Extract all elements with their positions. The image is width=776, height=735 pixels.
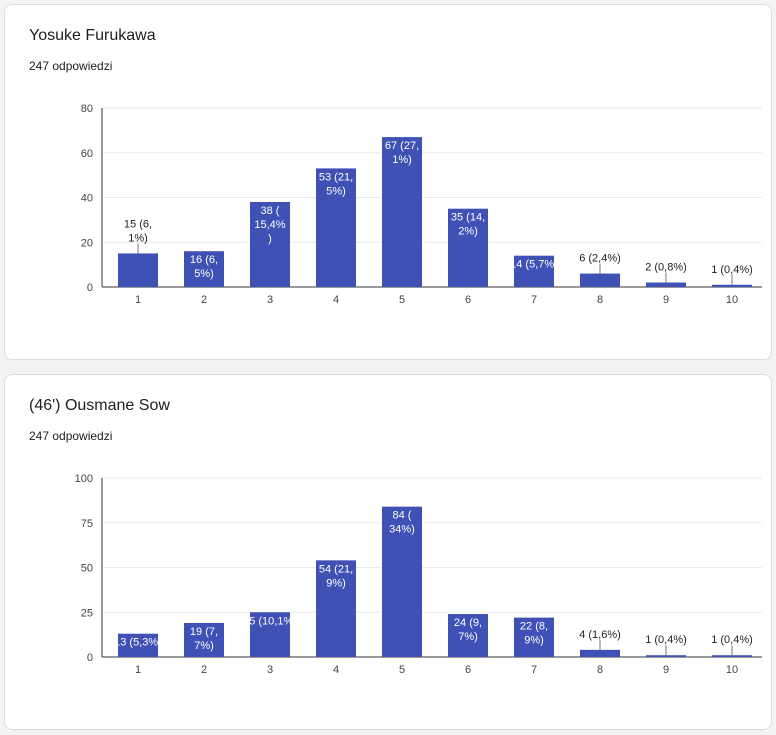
question-card-1: Yosuke Furukawa 247 odpowiedzi 0 20 40 60 80… (4, 4, 772, 360)
x-tick-label: 2 (201, 664, 207, 676)
data-label: 34%) (389, 524, 415, 536)
x-tick-label: 4 (333, 664, 339, 676)
bar[interactable] (316, 560, 356, 657)
x-tick-label: 7 (531, 664, 537, 676)
bar[interactable] (712, 284, 752, 287)
x-tick-label: 7 (531, 294, 537, 306)
data-label: 5%) (326, 185, 346, 197)
bar[interactable] (646, 282, 686, 287)
bar[interactable] (118, 253, 158, 287)
bar[interactable] (646, 655, 686, 657)
data-label: 9%) (524, 635, 544, 647)
bar[interactable] (580, 273, 620, 287)
data-label: 24 (9, (454, 617, 482, 629)
y-tick-label: 40 (81, 193, 93, 205)
data-label: 53 (21, (319, 171, 353, 183)
x-tick-label: 9 (663, 294, 669, 306)
data-label: 84 ( (393, 510, 412, 522)
data-label: 7%) (194, 640, 214, 652)
bar[interactable] (514, 617, 554, 657)
bar[interactable] (448, 208, 488, 287)
data-label: 14 (5,7%) (510, 259, 558, 271)
data-label: 13 (5,3%) (114, 637, 162, 649)
bar[interactable] (184, 622, 224, 657)
data-label: 4 (1,6%) (579, 629, 621, 641)
data-label: 19 (7, (190, 626, 218, 638)
bar[interactable] (382, 506, 422, 657)
x-tick-label: 3 (267, 294, 273, 306)
data-label: 7%) (458, 631, 478, 643)
bar[interactable] (580, 649, 620, 657)
bar[interactable] (316, 168, 356, 287)
y-tick-label: 20 (81, 237, 93, 249)
x-tick-label: 8 (597, 294, 603, 306)
data-label: 1%) (392, 154, 412, 166)
y-tick-label: 50 (81, 563, 93, 575)
response-count: 247 odpowiedzi (29, 59, 113, 73)
data-label: 1 (0,4%) (711, 264, 753, 276)
data-label: 1 (0,4%) (645, 634, 687, 646)
data-label: 15 (6, (124, 218, 152, 230)
x-tick-label: 5 (399, 664, 405, 676)
data-label: 5%) (194, 268, 214, 280)
bar[interactable] (184, 251, 224, 287)
data-label: 1%) (128, 232, 148, 244)
bar[interactable] (382, 137, 422, 287)
data-label: 22 (8, (520, 621, 548, 633)
x-tick-label: 6 (465, 664, 471, 676)
data-label: 38 ( (261, 205, 280, 217)
x-tick-label: 4 (333, 294, 339, 306)
data-label: 25 (10,1%) (243, 615, 297, 627)
x-tick-label: 5 (399, 294, 405, 306)
data-label: 15,4% (254, 219, 285, 231)
data-label: 6 (2,4%) (579, 253, 621, 265)
y-tick-label: 60 (81, 148, 93, 160)
x-tick-label: 2 (201, 294, 207, 306)
x-tick-label: 1 (135, 664, 141, 676)
bar[interactable] (448, 614, 488, 657)
bar-chart: 0 20 40 60 80 1 15 (6, 1%) 2 16 (6, 5%) 3 38 ( 15,4%)… (81, 103, 762, 306)
y-tick-label: 0 (87, 282, 93, 294)
x-tick-label: 3 (267, 664, 273, 676)
x-tick-label: 9 (663, 664, 669, 676)
x-tick-label: 8 (597, 664, 603, 676)
y-tick-label: 80 (81, 103, 93, 115)
bar[interactable] (712, 655, 752, 657)
data-label: 35 (14, (451, 212, 485, 224)
x-tick-label: 10 (726, 664, 738, 676)
x-tick-label: 10 (726, 294, 738, 306)
x-tick-label: 1 (135, 294, 141, 306)
response-count: 247 odpowiedzi (29, 429, 113, 443)
data-label: 54 (21, (319, 563, 353, 575)
y-tick-label: 0 (87, 652, 93, 664)
bar[interactable] (250, 612, 290, 657)
y-tick-label: 100 (75, 473, 93, 485)
data-label: 2%) (458, 226, 478, 238)
data-label: 67 (27, (385, 140, 419, 152)
data-label: 1 (0,4%) (711, 634, 753, 646)
data-label: 16 (6, (190, 254, 218, 266)
y-tick-label: 25 (81, 607, 93, 619)
x-tick-label: 6 (465, 294, 471, 306)
bar[interactable] (514, 255, 554, 287)
data-label: 2 (0,8%) (645, 262, 687, 274)
question-title: (46') Ousmane Sow (29, 397, 170, 414)
question-title: Yosuke Furukawa (29, 27, 156, 44)
data-label: 9%) (326, 577, 346, 589)
data-label: ) (268, 233, 272, 245)
question-card-2: (46') Ousmane Sow 247 odpowiedzi 0 25 50 75… (4, 374, 772, 730)
bar[interactable] (118, 633, 158, 657)
bar[interactable] (250, 201, 290, 287)
y-tick-label: 75 (81, 518, 93, 530)
